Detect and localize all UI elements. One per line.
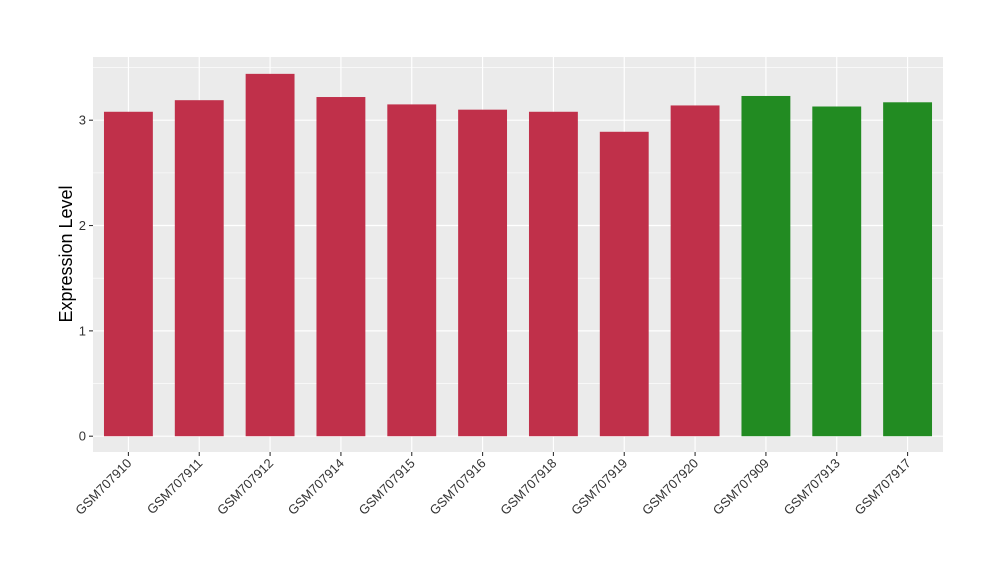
y-tick-label: 2: [79, 218, 86, 233]
bars: [103, 73, 933, 437]
bar-GSM707912: [245, 73, 295, 437]
y-axis-title: Expression Level: [56, 185, 76, 322]
bar-GSM707911: [174, 100, 224, 437]
bar-GSM707914: [316, 97, 366, 437]
x-tick-label: GSM707918: [497, 456, 559, 518]
bar-GSM707910: [103, 111, 153, 437]
bar-GSM707920: [670, 105, 720, 437]
x-tick-label: GSM707915: [356, 456, 418, 518]
bar-GSM707919: [599, 131, 649, 437]
minor-gridlines: [93, 67, 943, 384]
bar-GSM707916: [458, 109, 508, 437]
x-tick-label: GSM707912: [214, 456, 276, 518]
x-tick-label: GSM707910: [72, 456, 134, 518]
y-tick-label: 1: [79, 323, 86, 338]
x-tick-label: GSM707914: [285, 456, 347, 518]
x-tick-label: GSM707916: [426, 456, 488, 518]
y-tick-label: 3: [79, 113, 86, 128]
x-tick-label: GSM707913: [781, 456, 843, 518]
bar-GSM707909: [741, 95, 791, 437]
bar-GSM707913: [812, 106, 862, 437]
bar-GSM707917: [883, 102, 933, 437]
y-axis: 0 1 2 3: [79, 113, 93, 444]
x-tick-label: GSM707911: [144, 456, 206, 518]
x-tick-label: GSM707909: [710, 456, 772, 518]
x-tick-label: GSM707919: [568, 456, 630, 518]
x-axis: GSM707910 GSM707911 GSM707912 GSM707914 GSM7…: [72, 452, 914, 518]
plot-panel: [93, 57, 943, 452]
bar-GSM707915: [387, 104, 437, 437]
x-tick-label: GSM707917: [851, 456, 913, 518]
x-tick-label: GSM707920: [639, 456, 701, 518]
y-tick-label: 0: [79, 429, 86, 444]
bar-GSM707918: [528, 111, 578, 437]
